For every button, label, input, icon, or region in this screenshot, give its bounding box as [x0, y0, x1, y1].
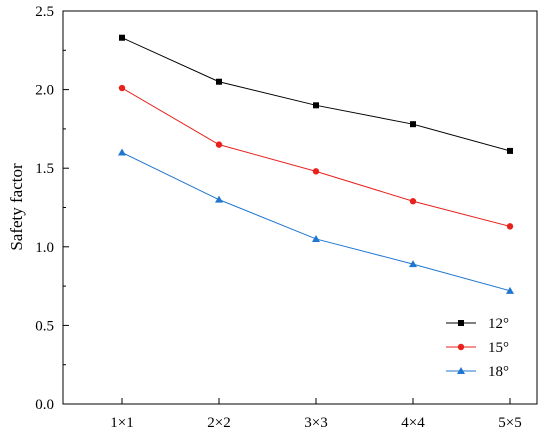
circle-marker — [215, 141, 223, 148]
y-tick-label: 0.0 — [35, 397, 54, 413]
square-marker — [216, 78, 222, 85]
series-line — [121, 37, 511, 152]
square-marker — [119, 34, 125, 41]
y-axis-title: Safety factor — [7, 163, 26, 251]
legend-item: 15° — [446, 340, 509, 356]
plot-area — [62, 10, 538, 405]
circle-marker — [409, 198, 417, 205]
series-layer — [118, 34, 514, 294]
series-square — [119, 34, 513, 154]
circle-marker — [118, 84, 126, 92]
triangle-marker — [215, 195, 223, 203]
square-marker — [458, 320, 464, 326]
triangle-marker — [457, 367, 465, 374]
y-tick-label: 0.5 — [35, 318, 54, 334]
x-tick-label: 5×5 — [498, 415, 521, 431]
x-tick-label: 1×1 — [110, 415, 133, 431]
square-marker — [410, 121, 416, 128]
legend-label: 18° — [488, 364, 509, 380]
x-tick-label: 3×3 — [304, 415, 327, 431]
square-marker — [313, 102, 319, 109]
plot-frame — [62, 10, 538, 405]
series-circle — [118, 84, 514, 230]
legend-item: 12° — [446, 316, 509, 332]
legend-item: 18° — [446, 364, 509, 380]
legend: 12° 15° 18° — [446, 316, 509, 380]
series-triangle — [118, 148, 514, 294]
y-tick-label: 2.0 — [35, 83, 54, 99]
triangle-marker — [409, 260, 417, 268]
circle-marker — [457, 343, 465, 351]
x-tick-label: 4×4 — [401, 415, 425, 431]
y-tick-label: 1.5 — [35, 161, 54, 177]
circle-marker — [312, 168, 320, 175]
y-tick-label: 1.0 — [35, 240, 54, 256]
triangle-marker — [312, 234, 320, 242]
y-axis: 0.0 0.5 1.0 1.5 2.0 2.5 — [35, 4, 69, 413]
legend-label: 15° — [488, 340, 509, 356]
triangle-marker — [118, 148, 126, 156]
legend-label: 12° — [488, 316, 509, 332]
square-marker — [507, 147, 513, 154]
y-tick-label: 2.5 — [35, 4, 54, 20]
x-tick-label: 2×2 — [207, 415, 230, 431]
triangle-marker — [506, 286, 514, 294]
circle-marker — [506, 223, 514, 230]
series-line — [121, 87, 511, 227]
x-axis: 1×1 2×2 3×3 4×4 5×5 — [110, 398, 522, 431]
